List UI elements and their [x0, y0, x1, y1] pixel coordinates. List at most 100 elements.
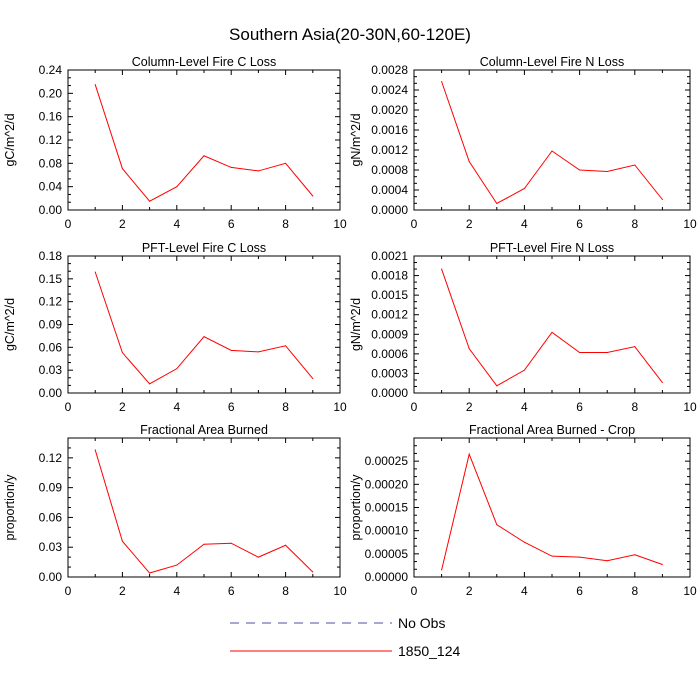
data-point: [230, 166, 232, 168]
y-tick-label: 0.0016: [371, 123, 408, 137]
data-point: [121, 168, 123, 170]
data-point: [496, 385, 498, 387]
data-point: [606, 352, 608, 354]
data-point: [312, 195, 314, 197]
y-axis-label: gC/m^2/d: [3, 113, 17, 166]
x-tick-label: 6: [576, 400, 583, 414]
data-point: [606, 171, 608, 172]
y-tick-label: 0.00025: [365, 454, 409, 468]
data-point: [468, 348, 470, 350]
data-point: [94, 271, 96, 273]
y-tick-label: 0.00015: [365, 501, 409, 515]
x-tick-label: 4: [173, 217, 180, 231]
data-point: [257, 556, 259, 558]
y-tick-label: 0.09: [39, 481, 63, 495]
y-axis-label: proportion/y: [3, 474, 17, 541]
y-tick-label: 0.0009: [371, 327, 408, 341]
y-tick-label: 0.00010: [365, 524, 409, 538]
data-point: [203, 336, 205, 338]
y-axis-label: gN/m^2/d: [349, 298, 363, 351]
series-line-1: [94, 84, 314, 202]
data-point: [579, 556, 581, 558]
y-tick-label: 0.0004: [371, 183, 408, 197]
y-tick-label: 0.0018: [371, 269, 408, 283]
data-point: [203, 543, 205, 545]
y-tick-label: 0.0012: [371, 308, 408, 322]
x-tick-label: 8: [631, 400, 638, 414]
data-point: [203, 155, 205, 157]
data-point: [634, 554, 636, 556]
data-point: [496, 203, 498, 204]
y-tick-label: 0.00020: [365, 477, 409, 491]
data-point: [121, 540, 123, 542]
x-tick-label: 6: [228, 584, 235, 598]
data-point: [634, 164, 636, 166]
x-tick-label: 0: [65, 400, 72, 414]
y-tick-label: 0.0015: [371, 288, 408, 302]
y-tick-label: 0.12: [39, 133, 63, 147]
y-tick-label: 0.15: [39, 272, 63, 286]
y-axis-label: gN/m^2/d: [349, 113, 363, 166]
y-tick-label: 0.09: [39, 318, 63, 332]
panel-6: Fractional Area Burned - Crop proportion/…: [349, 423, 697, 598]
data-point: [441, 569, 443, 571]
y-tick-label: 0.16: [39, 110, 63, 124]
y-tick-label: 0.0000: [371, 203, 408, 217]
y-tick-label: 0.0024: [371, 83, 408, 97]
x-tick-label: 10: [683, 584, 697, 598]
y-tick-label: 0.18: [39, 249, 63, 263]
y-tick-label: 0.00005: [365, 547, 409, 561]
data-point: [176, 186, 178, 188]
x-tick-label: 8: [282, 584, 289, 598]
legend-label-1: No Obs: [398, 615, 445, 631]
panel-title: Column-Level Fire C Loss: [132, 55, 277, 69]
data-point: [523, 188, 525, 189]
y-tick-label: 0.00: [39, 203, 63, 217]
y-tick-label: 0.00: [39, 386, 63, 400]
x-tick-label: 2: [119, 584, 126, 598]
panel-title: Fractional Area Burned: [140, 423, 268, 437]
plot-frame: [413, 69, 691, 211]
data-point: [176, 564, 178, 566]
series-line-1: [441, 452, 663, 571]
data-point: [149, 200, 151, 202]
data-point: [257, 170, 259, 172]
data-point: [606, 560, 608, 562]
data-point: [523, 369, 525, 371]
x-tick-label: 6: [576, 584, 583, 598]
y-tick-label: 0.04: [39, 180, 63, 194]
y-tick-label: 0.0012: [371, 143, 408, 157]
legend: No Obs 1850_124: [230, 615, 461, 659]
data-point: [441, 268, 443, 270]
x-tick-label: 10: [683, 217, 697, 231]
panel-title: PFT-Level Fire N Loss: [490, 241, 614, 255]
x-tick-label: 8: [631, 584, 638, 598]
data-point: [551, 331, 553, 333]
data-point: [285, 544, 287, 546]
data-point: [661, 199, 663, 200]
x-tick-label: 0: [65, 217, 72, 231]
x-tick-label: 8: [282, 400, 289, 414]
x-tick-label: 4: [173, 400, 180, 414]
x-tick-label: 0: [411, 400, 418, 414]
plot-frame: [67, 255, 341, 394]
data-point: [176, 368, 178, 370]
data-point: [94, 449, 96, 451]
y-tick-label: 0.0028: [371, 63, 408, 77]
panels-group: Column-Level Fire C Loss gC/m^2/d 0 2 4 6 8 10 0…: [3, 55, 697, 598]
y-tick-label: 0.06: [39, 510, 63, 524]
data-point: [257, 351, 259, 353]
data-point: [579, 352, 581, 354]
data-point: [230, 349, 232, 351]
data-point: [94, 84, 96, 86]
data-point: [468, 453, 470, 455]
x-tick-label: 8: [282, 217, 289, 231]
x-tick-label: 6: [228, 217, 235, 231]
y-tick-label: 0.08: [39, 156, 63, 170]
x-tick-label: 2: [466, 400, 473, 414]
x-tick-label: 8: [631, 217, 638, 231]
y-tick-label: 0.0006: [371, 347, 408, 361]
x-tick-label: 4: [173, 584, 180, 598]
y-tick-label: 0.00000: [365, 570, 409, 584]
y-tick-label: 0.12: [39, 295, 63, 309]
